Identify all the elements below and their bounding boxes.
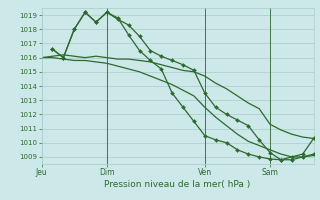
X-axis label: Pression niveau de la mer( hPa ): Pression niveau de la mer( hPa ) — [104, 180, 251, 189]
